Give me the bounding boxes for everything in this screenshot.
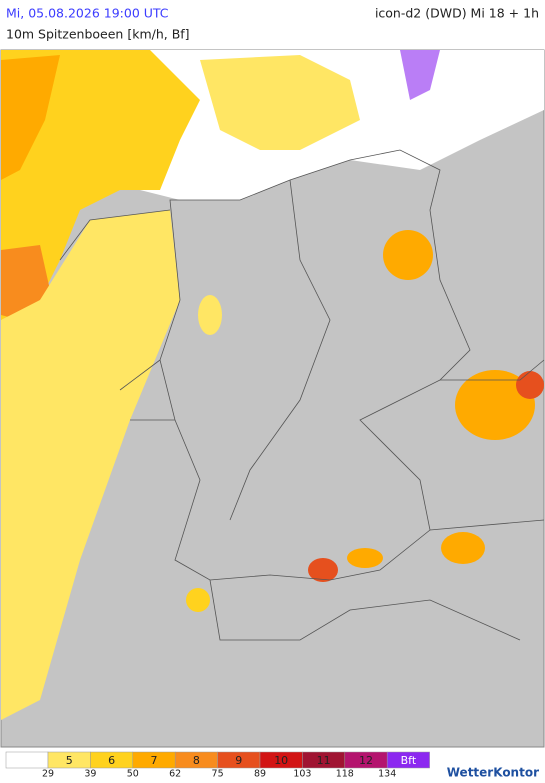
legend-kmh: 103 [293,769,311,780]
cell [516,371,544,399]
legend-label: 6 [108,754,115,767]
legend-kmh: 29 [42,769,54,780]
legend-label: Bft [401,754,417,767]
cell [308,558,338,582]
cell [441,532,485,564]
subtitle: 10m Spitzenboeen [km/h, Bf] [6,27,190,42]
legend-kmh: 39 [84,769,96,780]
datetime: Mi, 05.08.2026 19:00 UTC [6,6,169,21]
legend-swatch [386,751,430,769]
legend-label: 5 [66,754,73,767]
legend-swatch [5,751,49,769]
legend-label: 10 [274,754,288,767]
borders [59,149,545,641]
brand-logo: WetterKontor [447,766,539,780]
legend-kmh: 134 [378,769,396,780]
legend-kmh: 118 [336,769,354,780]
legend-label: 8 [193,754,200,767]
legend-kmh: 62 [169,769,181,780]
legend-label: 9 [235,754,242,767]
strong-gusts [1,55,60,180]
cell [186,588,210,612]
cell [347,548,383,568]
west-gusts [1,210,180,720]
legend-kmh: 89 [254,769,266,780]
denmark-gusts [200,55,360,150]
model-run: icon-d2 (DWD) Mi 18 + 1h [375,6,539,21]
bft-patch [400,50,440,100]
cell [455,370,535,440]
cell [198,295,222,335]
north-sea-gusts [1,50,200,320]
legend-kmh: 50 [127,769,139,780]
cell [383,230,433,280]
legend-label: 11 [317,754,331,767]
legend-kmh: 75 [212,769,224,780]
legend-label: 12 [359,754,373,767]
map [0,49,545,748]
legend-label: 7 [151,754,158,767]
